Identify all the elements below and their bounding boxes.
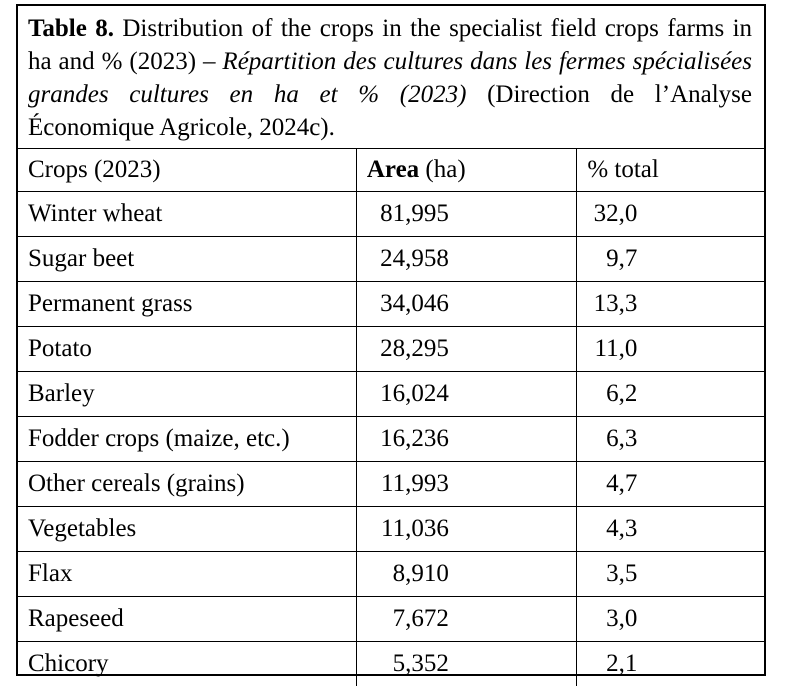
table-row: Vegetables 11,036 4,3 xyxy=(18,506,764,552)
header-row: Crops (2023) Area (ha) % total xyxy=(18,148,764,192)
caption-french: Répartition des cultures dans les fermes… xyxy=(28,48,752,108)
table-row: Other cereals (grains) 11,993 4,7 xyxy=(18,461,764,507)
area-cell: 16,024 xyxy=(355,371,578,417)
pct-cell: 9,7 xyxy=(576,236,764,282)
area-cell: 8,910 xyxy=(355,551,578,597)
table-row: Fodder crops (maize, etc.) 16,236 6,3 xyxy=(18,416,764,462)
table-row: Potato 28,295 11,0 xyxy=(18,326,764,372)
table-caption: Table 8. Distribution of the crops in th… xyxy=(28,12,752,144)
header-area-unit: (ha) xyxy=(419,156,466,183)
crop-name-cell: Sugar beet xyxy=(18,236,357,282)
pct-value: 32,0 xyxy=(593,200,638,227)
pct-cell: 4,3 xyxy=(576,506,764,552)
pct-value: 4,7 xyxy=(606,470,638,497)
crop-name-cell: Rapeseed xyxy=(18,596,357,642)
table-row: Permanent grass 34,046 13,3 xyxy=(18,281,764,327)
table-row: Sugar beet 24,958 9,7 xyxy=(18,236,764,282)
area-value: 11,993 xyxy=(381,470,449,497)
table-row: Barley 16,024 6,2 xyxy=(18,371,764,417)
pct-value: 6,3 xyxy=(606,425,638,452)
area-cell: 11,993 xyxy=(355,461,578,507)
pct-value: 3,0 xyxy=(606,605,638,632)
crop-name-cell: Permanent grass xyxy=(18,281,357,327)
pct-value: 4,3 xyxy=(606,515,638,542)
area-value: 8,910 xyxy=(392,560,449,587)
crop-name-cell: Chicory xyxy=(18,641,357,686)
area-value: 34,046 xyxy=(380,290,449,317)
area-cell: 24,958 xyxy=(355,236,578,282)
pct-value: 3,5 xyxy=(606,560,638,587)
pct-value: 6,2 xyxy=(606,380,638,407)
caption-english: Distribution of the crops in the special… xyxy=(28,15,753,75)
table-row: Winter wheat 81,995 32,0 xyxy=(18,191,764,237)
table-body: Winter wheat 81,995 32,0 Sugar beet 24,958 9,… xyxy=(18,191,764,686)
crop-name-cell: Other cereals (grains) xyxy=(18,461,357,507)
crop-name-cell: Barley xyxy=(18,371,357,417)
area-cell: 5,352 xyxy=(355,641,578,686)
pct-cell: 32,0 xyxy=(576,191,764,237)
area-value: 81,995 xyxy=(380,200,449,227)
pct-cell: 6,3 xyxy=(576,416,764,462)
table-row: Rapeseed 7,672 3,0 xyxy=(18,596,764,642)
area-cell: 34,046 xyxy=(355,281,578,327)
crop-name-cell: Potato xyxy=(18,326,357,372)
pct-cell: 3,5 xyxy=(576,551,764,597)
area-cell: 81,995 xyxy=(355,191,578,237)
crop-name-cell: Fodder crops (maize, etc.) xyxy=(18,416,357,462)
table-row: Flax 8,910 3,5 xyxy=(18,551,764,597)
pct-value: 2,1 xyxy=(606,650,638,677)
area-value: 11,036 xyxy=(381,515,449,542)
pct-cell: 13,3 xyxy=(576,281,764,327)
area-value: 24,958 xyxy=(380,245,449,272)
area-value: 5,352 xyxy=(392,650,449,677)
area-value: 7,672 xyxy=(392,605,449,632)
area-value: 28,295 xyxy=(380,335,449,362)
area-value: 16,236 xyxy=(380,425,449,452)
header-crops: Crops (2023) xyxy=(18,148,357,192)
pct-value: 13,3 xyxy=(593,290,638,317)
crops-table: Crops (2023) Area (ha) % total Winter wh… xyxy=(18,148,764,686)
pct-cell: 6,2 xyxy=(576,371,764,417)
pct-cell: 2,1 xyxy=(576,641,764,686)
caption-source: (Direction de l’Analyse Économique Agric… xyxy=(28,81,752,141)
crop-name-cell: Vegetables xyxy=(18,506,357,552)
area-cell: 7,672 xyxy=(355,596,578,642)
crop-name-cell: Winter wheat xyxy=(18,191,357,237)
header-area-label: Area xyxy=(366,156,420,183)
pct-cell: 3,0 xyxy=(576,596,764,642)
area-cell: 28,295 xyxy=(355,326,578,372)
pct-cell: 11,0 xyxy=(576,326,764,372)
header-pct: % total xyxy=(576,148,764,192)
pct-value: 9,7 xyxy=(606,245,638,272)
area-value: 16,024 xyxy=(380,380,449,407)
table-label: Table 8. xyxy=(28,15,114,42)
crop-name-cell: Flax xyxy=(18,551,357,597)
table-frame: Table 8. Distribution of the crops in th… xyxy=(16,4,766,686)
pct-value: 11,0 xyxy=(594,335,638,362)
area-cell: 16,236 xyxy=(355,416,578,462)
pct-cell: 4,7 xyxy=(576,461,764,507)
header-area: Area (ha) xyxy=(355,148,578,192)
area-cell: 11,036 xyxy=(355,506,578,552)
table-row: Chicory 5,352 2,1 xyxy=(18,641,764,686)
